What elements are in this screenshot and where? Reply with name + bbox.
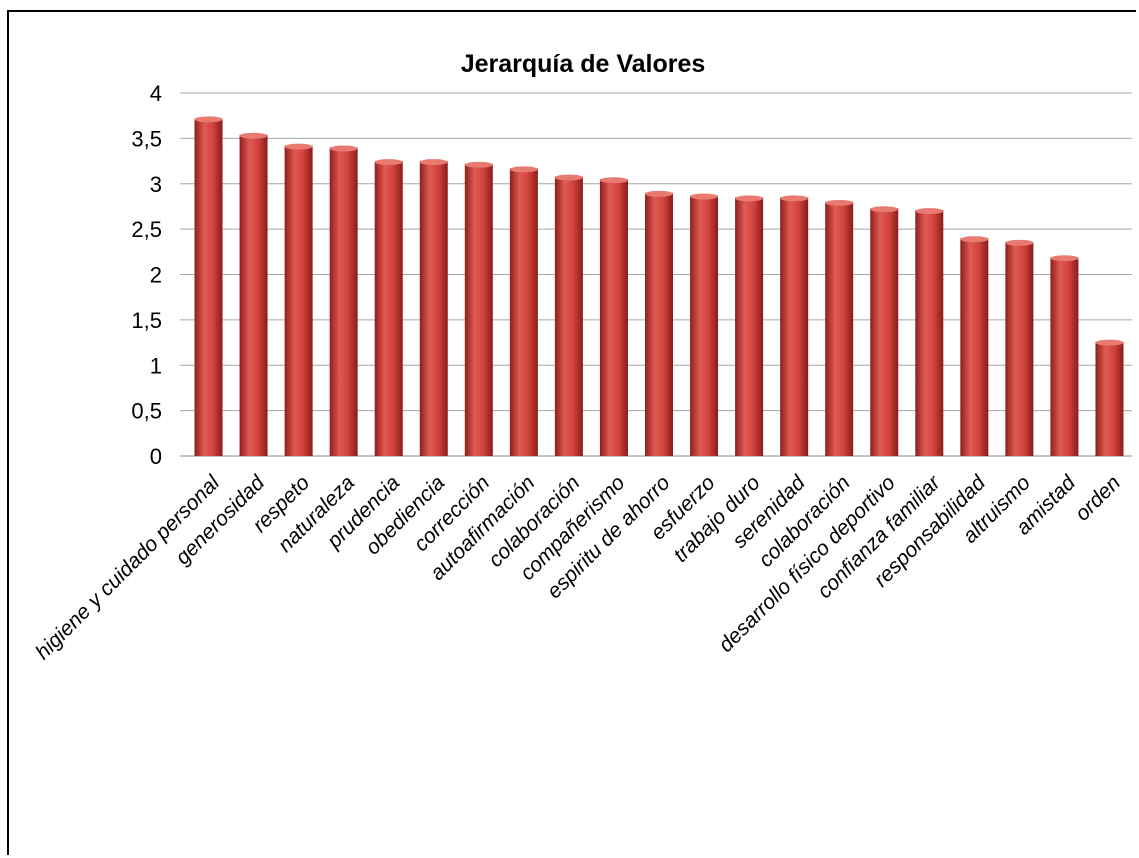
bar-body	[870, 208, 899, 456]
bar-cap	[960, 236, 989, 243]
y-tick-label: 3,5	[131, 126, 162, 151]
bar-cap	[1095, 339, 1124, 346]
bar-body	[825, 201, 854, 456]
bar-body	[1005, 241, 1034, 456]
bar-body	[645, 192, 673, 456]
bar-cap	[599, 177, 628, 184]
bar	[329, 145, 358, 456]
bar-body	[464, 163, 493, 456]
y-tick-label: 0,5	[131, 399, 162, 424]
bar	[1005, 239, 1034, 456]
bar-body	[915, 210, 944, 456]
x-axis-category-labels: higiene y cuidado personalgenerosidadres…	[31, 470, 1125, 664]
bar	[735, 195, 764, 457]
bar-body	[780, 197, 809, 457]
bar-body	[1050, 257, 1079, 456]
bar	[419, 159, 448, 456]
bars	[194, 116, 1124, 457]
bar	[870, 206, 899, 456]
bar-body	[690, 195, 719, 457]
bar-body	[1095, 341, 1124, 456]
bar-body	[329, 147, 358, 456]
bar	[284, 143, 313, 456]
bar-cap	[464, 161, 493, 168]
bar	[194, 116, 223, 456]
bar-cap	[690, 193, 719, 200]
bar-cap	[1050, 255, 1079, 262]
bar-cap	[915, 208, 944, 215]
bar-body	[599, 179, 628, 456]
bar-body	[194, 118, 223, 456]
bar-cap	[780, 195, 809, 202]
bar-body	[735, 197, 764, 457]
bar-cap	[329, 145, 358, 152]
x-category-label: higiene y cuidado personal	[31, 470, 225, 664]
bar	[374, 159, 403, 456]
y-tick-label: 0	[150, 444, 162, 469]
bar-body	[509, 168, 538, 456]
bar	[1050, 255, 1079, 456]
bar-cap	[735, 195, 764, 202]
bar	[1095, 339, 1124, 456]
bar	[780, 195, 809, 457]
bar	[464, 161, 493, 456]
y-axis-tick-labels: 0 0,5 1 1,5 2 2,5 3 3,5 4	[131, 81, 162, 469]
bar-cap	[870, 206, 899, 213]
bar-body	[284, 145, 313, 456]
bar-cap	[554, 174, 583, 181]
bar-cap	[374, 159, 403, 166]
y-tick-label: 2	[150, 263, 162, 288]
y-tick-label: 4	[150, 81, 162, 106]
bar	[960, 236, 989, 456]
bar-body	[554, 176, 583, 457]
y-tick-label: 1,5	[131, 308, 162, 333]
bar	[554, 174, 583, 457]
bar-body	[419, 161, 448, 456]
y-tick-label: 3	[150, 172, 162, 197]
bar	[239, 132, 268, 456]
bar	[599, 177, 628, 456]
bar	[915, 208, 944, 456]
bar-body	[960, 238, 989, 456]
x-category-label: orden	[1071, 471, 1125, 525]
y-tick-label: 1	[150, 353, 162, 378]
bar	[645, 190, 673, 456]
bar-cap	[239, 132, 268, 139]
y-tick-label: 2,5	[131, 217, 162, 242]
bar-cap	[194, 116, 223, 123]
bar	[509, 166, 538, 456]
bar	[690, 193, 719, 457]
chart-title: Jerarquía de Valores	[461, 50, 706, 78]
bar-cap	[419, 159, 448, 166]
bar	[825, 199, 854, 456]
bar-cap	[645, 190, 673, 197]
bar-cap	[1005, 239, 1034, 246]
bar-cap	[825, 199, 854, 206]
bar-body	[374, 161, 403, 456]
bar-body	[239, 134, 268, 456]
bar-cap	[284, 143, 313, 150]
bar-cap	[509, 166, 538, 173]
